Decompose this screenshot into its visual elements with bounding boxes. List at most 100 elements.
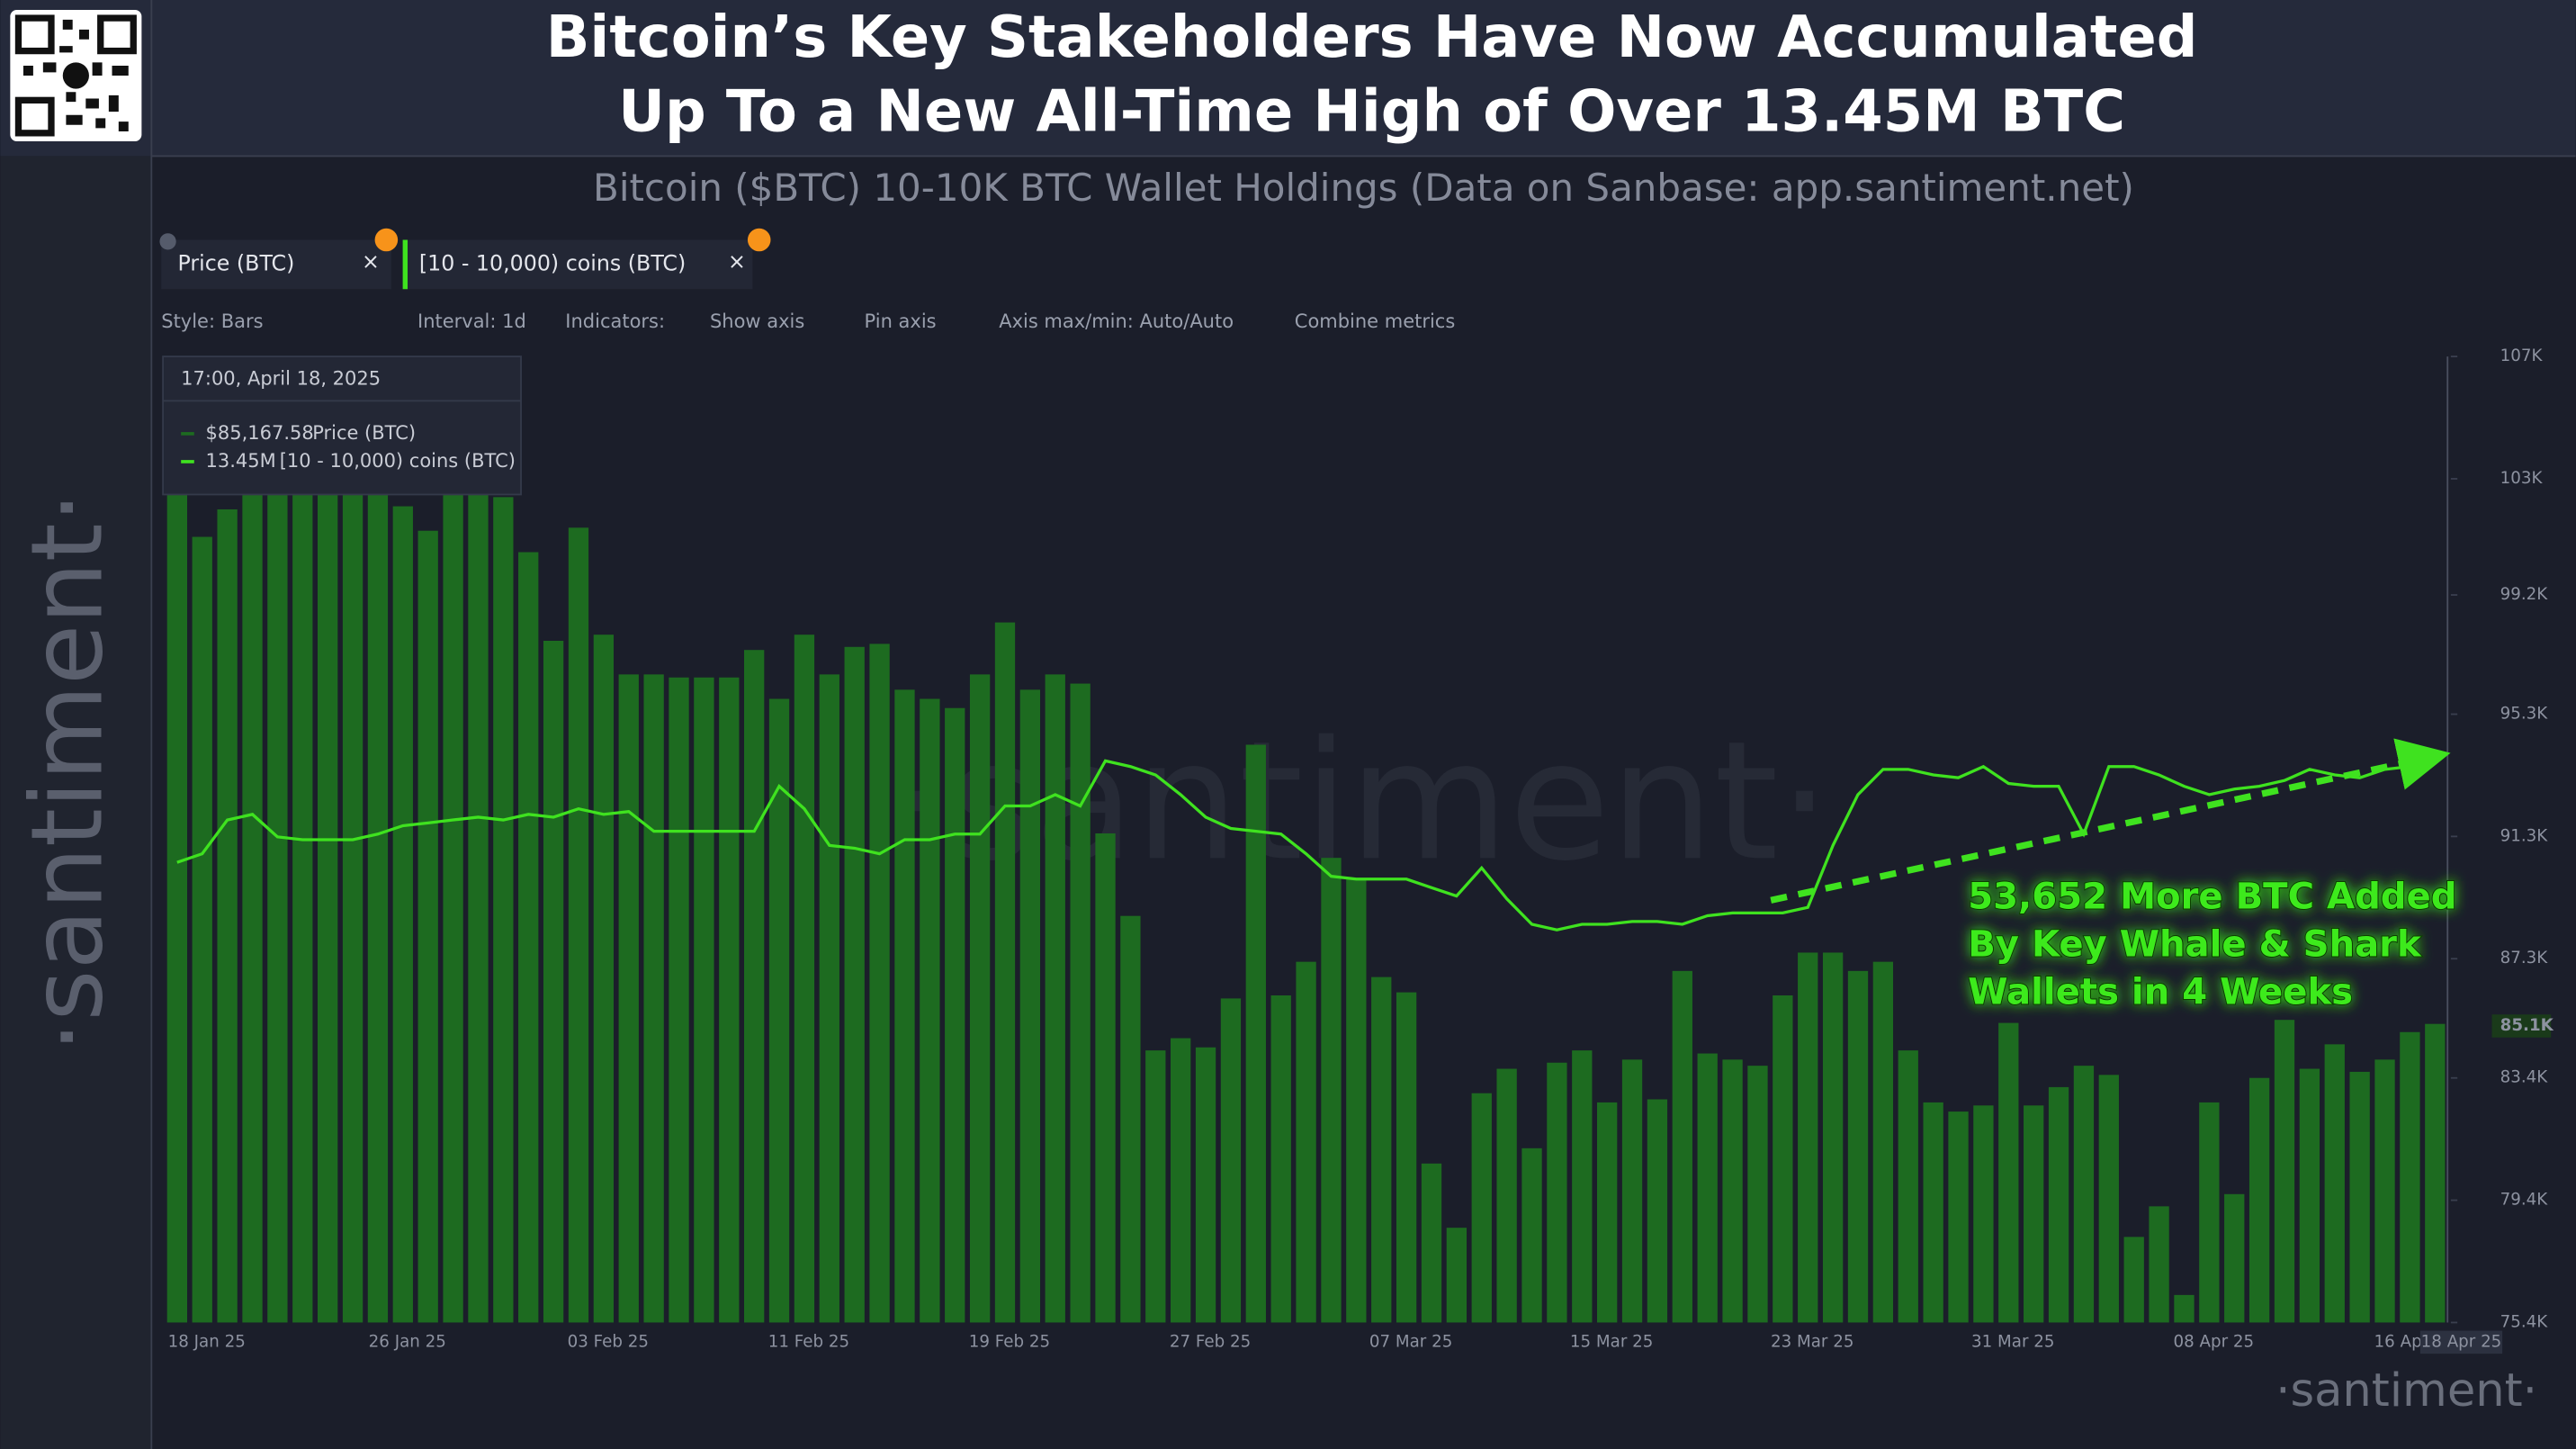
header-band [0, 0, 2576, 157]
bar [1672, 970, 1692, 1323]
toolbar-item[interactable]: Interval: 1d [417, 310, 526, 332]
bar [1070, 683, 1091, 1323]
bar [719, 677, 740, 1323]
toolbar-item[interactable]: Pin axis [865, 310, 937, 332]
tooltip-date: 17:00, April 18, 2025 [181, 368, 381, 390]
bar [1722, 1059, 1743, 1323]
bar [1847, 970, 1869, 1323]
bar [468, 427, 489, 1323]
bar [2024, 1105, 2044, 1323]
y-tick-label: 75.4K [2500, 1312, 2549, 1331]
bar [1346, 878, 1367, 1323]
toolbar-item[interactable]: Indicators: [565, 310, 665, 332]
bar [2374, 1059, 2395, 1323]
bar [1321, 858, 1342, 1323]
bar [2400, 1031, 2420, 1323]
bar [2073, 1066, 2095, 1323]
bar [819, 674, 839, 1323]
toolbar-item[interactable]: Show axis [710, 310, 804, 332]
bar [1296, 961, 1316, 1323]
bar [2199, 1102, 2220, 1323]
bar [2149, 1206, 2169, 1323]
annotation-text: Wallets in 4 Weeks [1968, 971, 2353, 1012]
x-tick-label: 03 Feb 25 [568, 1332, 649, 1351]
plot: ·santiment·107K103K99.2K95.3K91.3K87.3K8… [166, 346, 2554, 1354]
tab[interactable] [408, 239, 753, 290]
tab[interactable] [161, 239, 391, 290]
bar [2274, 1020, 2295, 1323]
bar [2324, 1044, 2345, 1323]
x-tick-label: 27 Feb 25 [1170, 1332, 1251, 1351]
bar [894, 689, 915, 1323]
bar [417, 530, 438, 1323]
bar [2349, 1071, 2370, 1323]
toolbar: Style: Bars Interval: 1d Indicators: Show a… [161, 310, 1455, 332]
y-tick-label: 103K [2500, 469, 2544, 488]
btc-icon [374, 228, 399, 252]
toolbar-item[interactable]: Axis max/min: Auto/Auto [999, 310, 1234, 332]
bar [1872, 961, 1894, 1323]
bar [1045, 674, 1065, 1323]
bar [342, 423, 364, 1323]
y-tick-label: 79.4K [2500, 1191, 2549, 1210]
x-tick-label: 07 Mar 25 [1369, 1332, 1452, 1351]
bar [1822, 952, 1844, 1323]
x-tick-label: 26 Jan 25 [369, 1332, 446, 1351]
bar [2425, 1023, 2446, 1323]
qr-code [10, 9, 142, 141]
bar [1597, 1102, 1618, 1323]
bar [543, 640, 564, 1323]
bar [593, 634, 615, 1323]
bar [794, 634, 815, 1323]
y-tick-label: 83.4K [2500, 1068, 2549, 1087]
tabs: Price (BTC) × [10 - 10,000) coins (BTC) … [159, 228, 771, 290]
tab-close[interactable]: × [362, 249, 380, 274]
bar [1421, 1163, 1442, 1323]
bar [1220, 998, 1242, 1323]
tab-label: Price (BTC) [178, 250, 295, 275]
bar [443, 457, 463, 1323]
tooltip-value: $85,167.58 [206, 422, 314, 444]
bar [242, 383, 263, 1323]
bar [568, 527, 589, 1323]
lock-icon [159, 233, 176, 250]
bar [1547, 1062, 1567, 1323]
bar [217, 508, 238, 1323]
bar [1019, 689, 1041, 1323]
bar [1270, 995, 1291, 1323]
x-tick-label: 23 Mar 25 [1771, 1332, 1853, 1351]
annotation-text: By Key Whale & Shark [1968, 923, 2422, 965]
tooltip: 17:00, April 18, 2025 $85,167.58 Price (… [162, 356, 522, 496]
bar [920, 698, 940, 1323]
bar [1195, 1047, 1216, 1323]
bar [643, 674, 664, 1323]
bar [869, 644, 890, 1323]
bar [493, 497, 514, 1323]
x-tick-label: 18 Jan 25 [168, 1332, 246, 1351]
y-tick-label: 107K [2500, 346, 2544, 365]
bar [1446, 1228, 1468, 1323]
y-tick-label: 87.3K [2500, 949, 2549, 968]
bar [1396, 992, 1417, 1323]
price-label: 85.1K [2500, 1016, 2554, 1035]
tooltip-metric: [10 - 10,000) coins (BTC) [280, 450, 516, 472]
bar [192, 536, 212, 1323]
side-logo: ·santiment· [9, 491, 124, 1052]
bar [1747, 1066, 1768, 1323]
title-line: Up To a New All-Time High of Over 13.45M… [618, 78, 2125, 145]
tooltip-metric: Price (BTC) [312, 422, 416, 444]
bar [1948, 1112, 1969, 1323]
bar [1773, 995, 1793, 1323]
toolbar-item[interactable]: Combine metrics [1295, 310, 1455, 332]
y-tick-label: 91.3K [2500, 826, 2549, 845]
bar [1572, 1050, 1593, 1323]
annotation-text: 53,652 More BTC Added [1968, 876, 2456, 917]
subtitle: Bitcoin ($BTC) 10-10K BTC Wallet Holding… [593, 166, 2134, 210]
tab-close[interactable]: × [728, 249, 746, 274]
y-tick-label: 95.3K [2500, 705, 2549, 724]
bar [367, 490, 389, 1323]
toolbar-item[interactable]: Style: Bars [161, 310, 263, 332]
y-tick-label: 99.2K [2500, 585, 2549, 604]
bar [618, 674, 639, 1323]
